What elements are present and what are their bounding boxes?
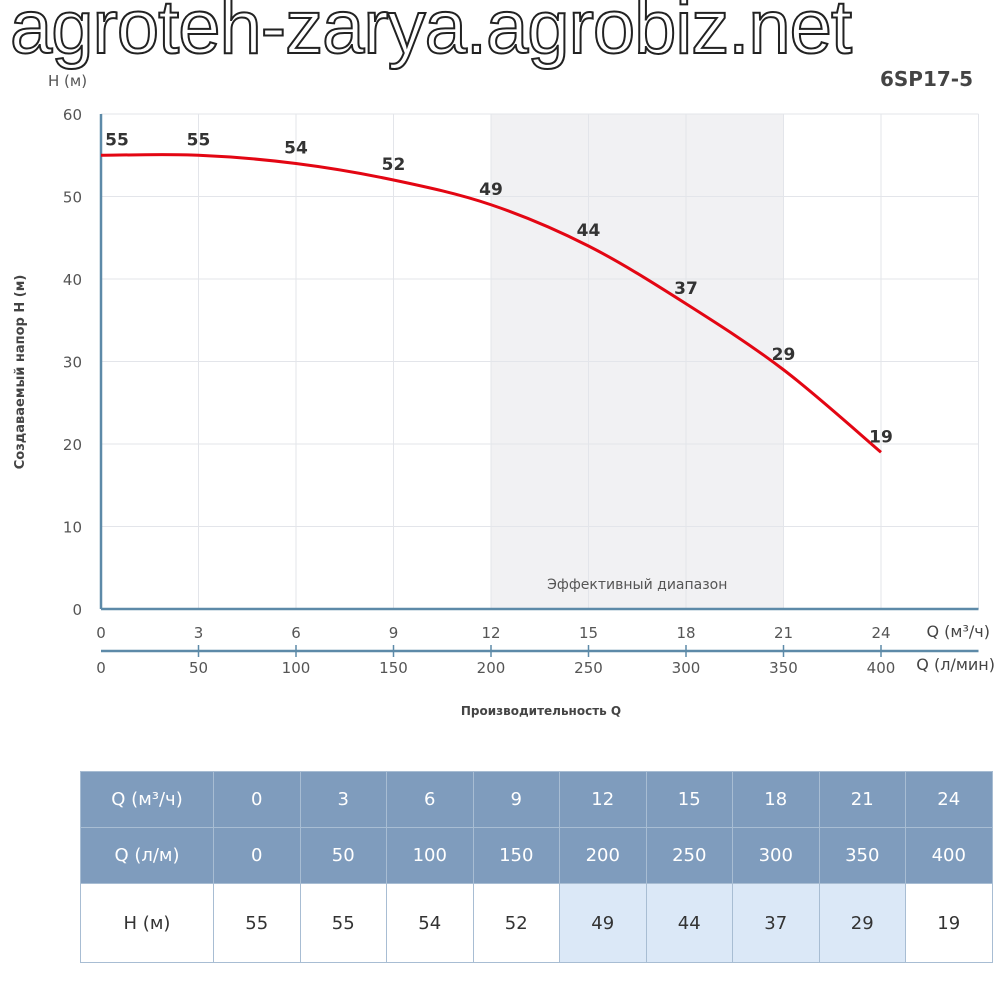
- table-cell: 100: [386, 827, 474, 884]
- table-cell: 250: [645, 827, 733, 884]
- table-row: Q (м³/ч) 0 3 6 9 12 15 18 21 24: [80, 771, 993, 828]
- x-tick-label: 21: [774, 624, 793, 642]
- y-tick-label: 20: [63, 436, 82, 454]
- x-tick-label: 3: [194, 624, 204, 642]
- x-secondary-tick-label: 0: [96, 659, 106, 677]
- row-header: Н (м): [80, 883, 214, 963]
- table-row: Н (м) 55 55 54 52 49 44 37 29 19: [80, 883, 993, 963]
- table-cell: 18: [732, 771, 820, 828]
- table-cell: 24: [905, 771, 993, 828]
- x-secondary-tick-label: 400: [867, 659, 896, 677]
- x-secondary-tick-label: 200: [477, 659, 506, 677]
- row-header: Q (м³/ч): [80, 771, 214, 828]
- x-secondary-tick-label: 300: [672, 659, 701, 677]
- table-cell: 37: [732, 883, 820, 963]
- y-tick-label: 30: [63, 354, 82, 372]
- table-cell: 350: [818, 827, 906, 884]
- table-cell: 300: [732, 827, 820, 884]
- table-cell: 44: [645, 883, 733, 963]
- table-cell: 150: [472, 827, 560, 884]
- row-header: Q (л/м): [80, 827, 214, 884]
- data-label: 55: [187, 130, 211, 150]
- data-label: 55: [105, 130, 129, 150]
- x-secondary-tick-label: 150: [379, 659, 408, 677]
- x-secondary-tick-label: 100: [282, 659, 311, 677]
- watermark: agroteh-zarya.agrobiz.net: [9, 0, 853, 70]
- x-tick-label: 6: [291, 624, 301, 642]
- x-tick-label: 12: [481, 624, 500, 642]
- y-axis-title: Создаваемый напор Н (м): [13, 275, 28, 470]
- data-label: 37: [674, 279, 698, 299]
- x-tick-label: 15: [579, 624, 598, 642]
- x-tick-label: 24: [871, 624, 890, 642]
- y-tick-label: 50: [63, 189, 82, 207]
- y-tick-label: 0: [72, 601, 82, 619]
- table-cell: 49: [559, 883, 647, 963]
- table-cell: 21: [818, 771, 906, 828]
- data-label: 19: [869, 427, 893, 447]
- table-cell: 400: [905, 827, 993, 884]
- data-label: 29: [772, 345, 796, 365]
- x-tick-label: 0: [96, 624, 106, 642]
- y-unit: Н (м): [48, 72, 87, 90]
- y-tick-label: 40: [63, 271, 82, 289]
- x-secondary-tick-label: 50: [189, 659, 208, 677]
- x-unit-primary: Q (м³/ч): [927, 622, 991, 641]
- table-cell: 54: [386, 883, 474, 963]
- y-tick-label: 60: [63, 106, 82, 124]
- performance-table: Q (м³/ч) 0 3 6 9 12 15 18 21 24 Q (л/м) 0 50 100 150 20…: [80, 771, 993, 963]
- table-cell: 3: [299, 771, 387, 828]
- x-tick-label: 9: [389, 624, 399, 642]
- table-cell: 55: [299, 883, 387, 963]
- x-tick-label: 18: [676, 624, 695, 642]
- table-cell: 15: [645, 771, 733, 828]
- table-cell: 50: [299, 827, 387, 884]
- x-unit-secondary: Q (л/мин): [916, 655, 995, 674]
- y-tick-label: 10: [63, 519, 82, 537]
- table-cell: 29: [818, 883, 906, 963]
- table-cell: 52: [472, 883, 560, 963]
- table-cell: 12: [559, 771, 647, 828]
- x-secondary-tick-label: 350: [769, 659, 798, 677]
- table-cell: 6: [386, 771, 474, 828]
- table-cell: 0: [213, 771, 301, 828]
- table-cell: 19: [905, 883, 993, 963]
- table-cell: 0: [213, 827, 301, 884]
- model-title: 6SP17-5: [880, 67, 973, 91]
- data-label: 52: [382, 155, 406, 175]
- table-row: Q (л/м) 0 50 100 150 200 250 300 350 400: [80, 827, 993, 884]
- x-axis-title: Производительность Q: [461, 704, 621, 718]
- head-curve: [100, 153, 882, 454]
- table-cell: 55: [213, 883, 301, 963]
- data-label: 54: [284, 139, 308, 159]
- table-cell: 9: [472, 771, 560, 828]
- x-secondary-tick-label: 250: [574, 659, 603, 677]
- table-cell: 200: [559, 827, 647, 884]
- effective-range-label: Эффективный диапазон: [547, 577, 727, 593]
- data-label: 44: [577, 221, 601, 241]
- data-label: 49: [479, 180, 503, 200]
